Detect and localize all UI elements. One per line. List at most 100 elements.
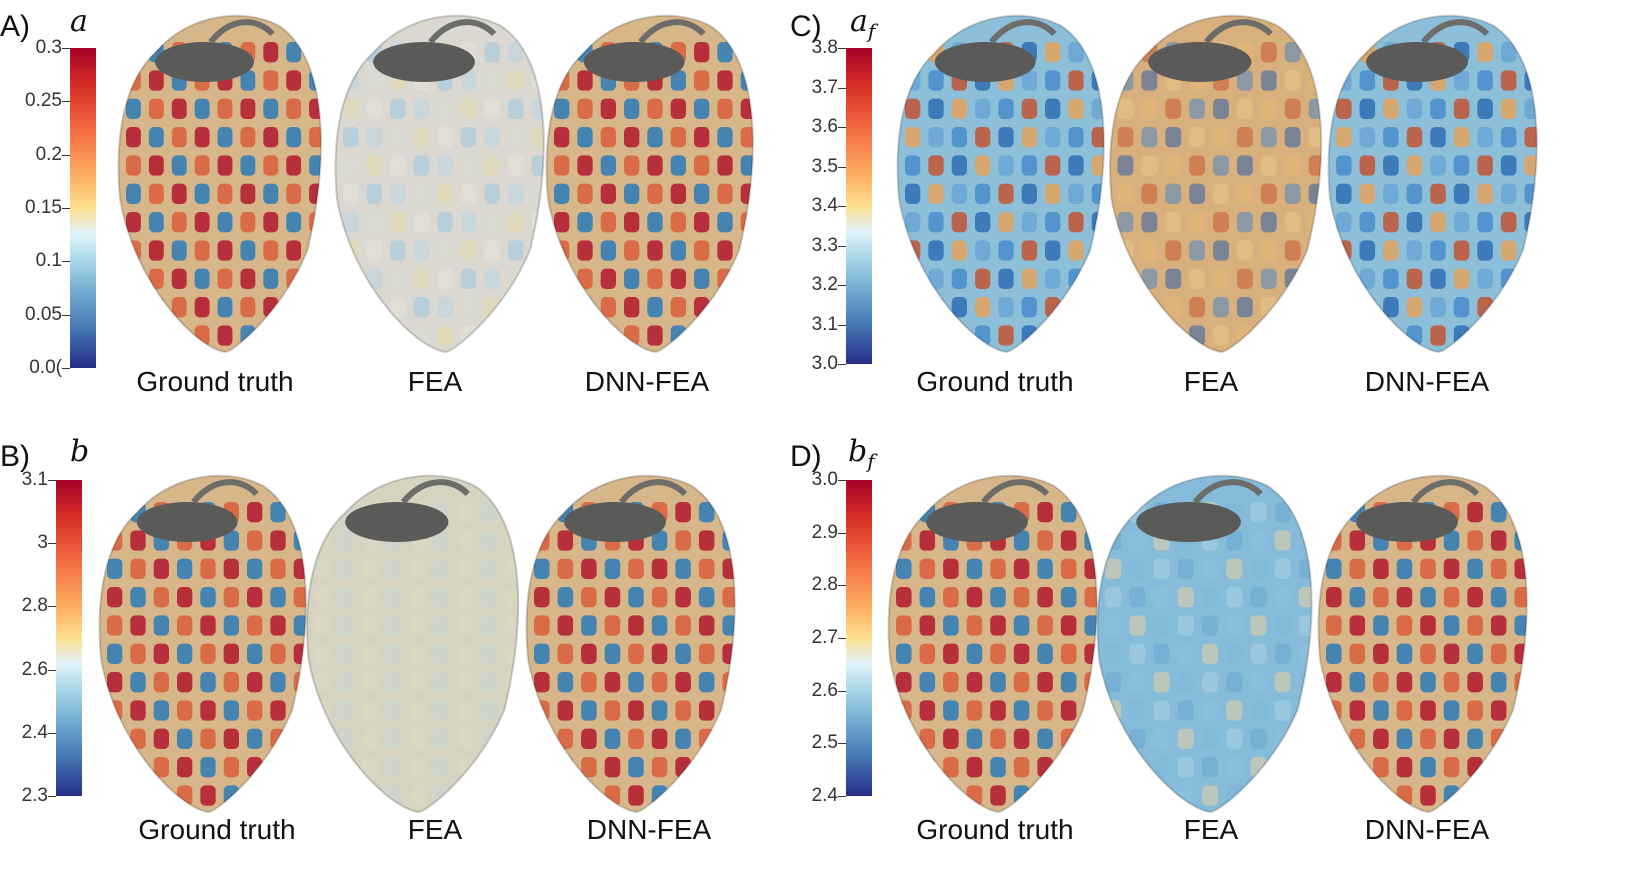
colorbar-tick-mark — [62, 368, 70, 369]
heart-surface — [1327, 14, 1538, 354]
colorbar — [846, 48, 872, 364]
colorbar-tick-mark — [838, 285, 846, 286]
caption-fea: FEA — [1183, 814, 1239, 845]
heart-surface — [1109, 14, 1323, 354]
colorbar-tick-label: 3.3 — [811, 234, 838, 256]
colorbar-tick-label: 3.6 — [811, 116, 838, 137]
colorbar-tick-mark — [838, 324, 846, 326]
heart-surface — [98, 474, 307, 814]
panel-label: A) — [0, 10, 30, 43]
colorbar-tick-label: 3.7 — [811, 76, 838, 98]
caption-fea: FEA — [407, 814, 463, 845]
caption-fea: FEA — [407, 366, 463, 397]
caption-dnn-fea: DNN-FEA — [1364, 814, 1490, 845]
colorbar-tick-mark — [62, 101, 70, 103]
caption-fea: FEA — [1183, 366, 1239, 397]
colorbar-tick-mark — [838, 743, 846, 745]
colorbar-tick-label: 3.1 — [21, 469, 48, 490]
panel-b: B) b Ground truth FEA DNN-FEA 3.1 3 2.8 2.6… — [0, 430, 826, 875]
colorbar-tick-label: 2.6 — [21, 658, 48, 680]
colorbar-tick-mark — [838, 245, 846, 247]
colorbar-tick-mark — [62, 261, 70, 263]
parameter-symbol: af — [850, 4, 876, 43]
colorbar-tick-mark — [62, 314, 70, 316]
colorbar — [846, 480, 872, 796]
colorbar-tick-label: 2.6 — [811, 679, 838, 701]
colorbar-tick-mark — [838, 87, 846, 89]
colorbar-tick-label: 3.5 — [811, 155, 838, 177]
colorbar-tick-mark — [62, 154, 70, 156]
caption-dnn-fea: DNN-FEA — [584, 366, 710, 397]
colorbar-tick-mark — [48, 732, 56, 734]
panel-label: B) — [0, 440, 30, 473]
colorbar-tick-mark — [48, 669, 56, 671]
colorbar-tick-mark — [838, 638, 846, 639]
caption-ground-truth: Ground truth — [916, 366, 1074, 397]
caption-ground-truth: Ground truth — [136, 366, 294, 397]
heart-surface — [1096, 474, 1313, 814]
parameter-symbol: a — [70, 4, 88, 39]
colorbar-tick-label: 3.1 — [811, 313, 838, 335]
caption-ground-truth: Ground truth — [916, 814, 1074, 845]
colorbar-tick-mark — [48, 606, 56, 608]
colorbar-tick-label: 2.4 — [21, 721, 48, 743]
colorbar-tick-label: 3.8 — [811, 37, 838, 58]
panel-a: A) a Ground truth FEA DNN-FEA 0.3 0.25 0.2… — [0, 0, 826, 445]
panel-label: C) — [790, 10, 822, 43]
colorbar-tick-mark — [838, 690, 846, 692]
colorbar-tick-label: 0.3 — [35, 37, 62, 58]
colorbar-tick-mark — [838, 166, 846, 168]
colorbar-tick-mark — [838, 532, 846, 534]
colorbar-tick-label: 3.0 — [811, 469, 838, 490]
colorbar-tick-label: 2.8 — [21, 595, 48, 617]
caption-dnn-fea: DNN-FEA — [586, 814, 712, 845]
colorbar-tick-label: 0.05 — [25, 303, 62, 325]
colorbar-tick-label: 3 — [37, 532, 48, 554]
heart-surfaces — [896, 14, 1538, 354]
heart-surface — [525, 474, 736, 814]
colorbar-tick-label: 3.4 — [811, 195, 838, 216]
colorbar-tick-label: 3.2 — [811, 274, 838, 295]
colorbar-tick-mark — [838, 364, 846, 365]
colorbar-tick-mark — [48, 480, 56, 481]
colorbar-tick-label: 0.2 — [35, 143, 62, 165]
colorbar-tick-label: 2.9 — [811, 521, 838, 543]
colorbar-tick-label: 2.7 — [811, 627, 838, 648]
heart-surface — [306, 474, 520, 814]
colorbar-tick-mark — [838, 585, 846, 587]
heart-surface — [117, 14, 322, 354]
colorbar-tick-mark — [48, 796, 56, 797]
colorbar-tick-label: 0.0( — [29, 357, 62, 378]
heart-surface — [545, 14, 754, 354]
heart-surface — [887, 474, 1098, 814]
colorbar-tick-label: 0.15 — [25, 197, 62, 218]
caption-ground-truth: Ground truth — [138, 814, 296, 845]
caption-dnn-fea: DNN-FEA — [1364, 366, 1490, 397]
colorbar-tick-label: 2.8 — [811, 574, 838, 596]
colorbar-tick-mark — [838, 48, 846, 49]
panel-c: C) af Ground truth FEA DNN-FEA 3.8 3.7 3.6… — [790, 0, 1652, 445]
colorbar-tick-label: 2.3 — [21, 785, 48, 806]
heart-surfaces — [98, 474, 736, 814]
colorbar-tick-mark — [838, 796, 846, 797]
heart-surfaces — [117, 14, 754, 354]
colorbar-tick-mark — [62, 48, 70, 49]
colorbar-tick-label: 0.1 — [35, 250, 62, 272]
colorbar-tick-mark — [838, 127, 846, 128]
colorbar-tick-label: 3.0 — [811, 353, 838, 374]
colorbar-tick-mark — [62, 208, 70, 209]
panel-d: D) bf Ground truth FEA DNN-FEA 3.0 2.9 2.8… — [790, 430, 1652, 875]
colorbar — [70, 48, 96, 368]
colorbar-tick-label: 2.5 — [811, 732, 838, 754]
panel-label: D) — [790, 440, 822, 473]
heart-surface — [1317, 474, 1528, 814]
colorbar-tick-mark — [838, 480, 846, 481]
heart-surface — [896, 14, 1105, 354]
colorbar-tick-mark — [48, 543, 56, 545]
heart-surface — [334, 14, 545, 354]
parameter-symbol: b — [70, 434, 90, 469]
colorbar-tick-label: 0.25 — [25, 90, 62, 112]
parameter-symbol: bf — [848, 434, 875, 473]
colorbar-tick-mark — [838, 206, 846, 207]
colorbar-tick-label: 2.4 — [811, 785, 838, 806]
